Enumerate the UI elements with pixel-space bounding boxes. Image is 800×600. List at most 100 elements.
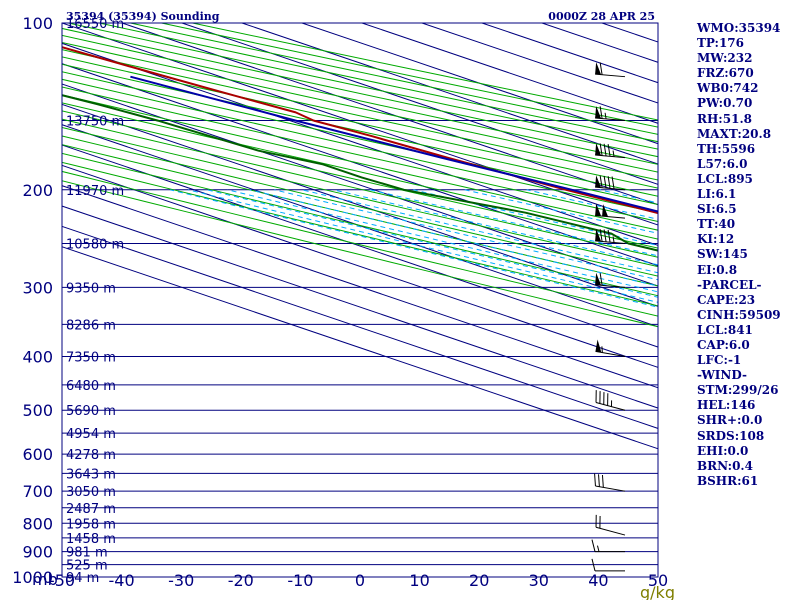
- index-row: LI:6.1: [697, 187, 737, 202]
- height-label: 6480 m: [66, 379, 116, 394]
- index-row: SRDS:108: [697, 428, 765, 443]
- temperature-tick-label: 50: [648, 571, 668, 590]
- pressure-tick-label: 800: [22, 514, 53, 533]
- index-row: SW:145: [697, 247, 748, 262]
- temperature-tick-label: -20: [228, 571, 254, 590]
- height-label: 4278 m: [66, 448, 116, 463]
- index-row: RH:51.8: [697, 111, 752, 126]
- isotherm-line: [62, 63, 658, 267]
- dry-adiabat: [62, 152, 658, 297]
- wind-barb: [591, 539, 625, 553]
- height-label: 2487 m: [66, 502, 116, 517]
- index-row: MAXT:20.8: [697, 126, 772, 141]
- mixing-ratio-unit-label: g/kg: [640, 583, 675, 600]
- index-row: KI:12: [697, 232, 735, 247]
- height-label: 11970 m: [66, 184, 124, 199]
- dry-adiabat: [62, 126, 658, 268]
- wind-barb: [594, 473, 626, 492]
- height-label: 3050 m: [66, 485, 116, 500]
- index-row: TT:40: [697, 217, 736, 232]
- index-row: CAPE:23: [697, 292, 756, 307]
- isotherm-line: [62, 246, 658, 450]
- pressure-tick-label: 200: [22, 181, 53, 200]
- index-row: SHR+:0.0: [697, 413, 763, 428]
- isotherm-line: [62, 164, 658, 368]
- height-label: 13750 m: [66, 115, 124, 130]
- wind-barb: [595, 228, 626, 244]
- height-label: 94 m: [66, 571, 99, 586]
- height-label: 1958 m: [66, 517, 116, 532]
- isotherm-line: [62, 185, 658, 389]
- chart-title: 35394 (35394) Sounding: [66, 10, 220, 23]
- index-row: WMO:35394: [697, 21, 781, 35]
- pressure-tick-label: 300: [22, 278, 53, 297]
- height-label: 4954 m: [66, 427, 116, 442]
- wind-barb: [595, 175, 626, 191]
- height-label: 16550 m: [66, 17, 124, 32]
- plot-frame: [61, 22, 659, 578]
- isotherm-line: [62, 83, 658, 287]
- wind-barb: [595, 62, 626, 78]
- temperature-tick-label: -30: [168, 571, 194, 590]
- height-label: 5690 m: [66, 404, 116, 419]
- index-row: TH:5596: [697, 141, 756, 156]
- temperature-tick-label: 10: [409, 571, 429, 590]
- height-label: 7350 m: [66, 351, 116, 366]
- pressure-tick-label: 400: [22, 348, 53, 367]
- index-row: PW:0.70: [697, 96, 753, 111]
- background-grid: [62, 23, 658, 577]
- pressure-tick-label: 900: [22, 543, 53, 562]
- height-label: 525 m: [66, 559, 108, 574]
- height-label: 10580 m: [66, 237, 124, 252]
- pressure-tick-label: 1000: [12, 568, 53, 587]
- temperature-tick-label: 0: [355, 571, 365, 590]
- wind-barb: [595, 339, 626, 358]
- temperature-profile-line: [62, 46, 658, 215]
- temperature-tick-label: 20: [469, 571, 489, 590]
- wind-barb: [595, 203, 626, 219]
- wind-barb: [595, 105, 626, 122]
- height-label: 3643 m: [66, 467, 116, 482]
- wind-barbs: [591, 62, 626, 572]
- pressure-tick-label: 500: [22, 401, 53, 420]
- dry-adiabat: [62, 170, 658, 317]
- index-row: MW:232: [697, 51, 753, 66]
- temperature-tick-label: 40: [588, 571, 608, 590]
- temperature-tick-label: 30: [529, 571, 549, 590]
- index-row: BSHR:61: [697, 473, 759, 488]
- wind-barb: [591, 558, 625, 572]
- isotherm-line: [301, 23, 658, 145]
- index-row: LCL:895: [697, 171, 753, 186]
- temperature-tick-label: -50: [49, 571, 75, 590]
- height-label: 981 m: [66, 546, 108, 561]
- temperature-tick-label: -40: [109, 571, 135, 590]
- temperature-tick-label: -10: [287, 571, 313, 590]
- index-row: LCL:841: [697, 322, 753, 337]
- isotherm-line: [62, 225, 658, 429]
- height-label: 8286 m: [66, 318, 116, 333]
- wind-barb: [595, 143, 626, 159]
- dry-adiabat: [62, 161, 658, 307]
- parcel-profile-line: [130, 75, 658, 213]
- index-row: WB0:742: [697, 81, 759, 96]
- isotherm-line: [241, 23, 658, 165]
- isotherm-line: [62, 124, 658, 328]
- isotherm-line: [62, 103, 658, 307]
- index-row: FRZ:670: [697, 66, 754, 81]
- index-row: TP:176: [697, 36, 745, 51]
- dewpoint-profile-line: [62, 94, 658, 252]
- isotherm-line: [62, 205, 658, 409]
- indices-panel: WMO:35394 TP:176 MW:232 FRZ:670 WB0:742 PW:0.…: [697, 21, 800, 489]
- isotherm-line: [181, 23, 658, 185]
- isotherm-line: [62, 144, 658, 348]
- index-row: CINH:59509: [697, 307, 781, 322]
- x-axis-unit-label: mb: [32, 570, 58, 589]
- dry-adiabat: [62, 135, 658, 277]
- index-row: EHI:0.0: [697, 443, 749, 458]
- wind-barb: [595, 514, 626, 536]
- index-row: EI:0.8: [697, 262, 738, 277]
- dry-adiabat: [62, 180, 658, 328]
- index-row: -WIND-: [697, 368, 747, 383]
